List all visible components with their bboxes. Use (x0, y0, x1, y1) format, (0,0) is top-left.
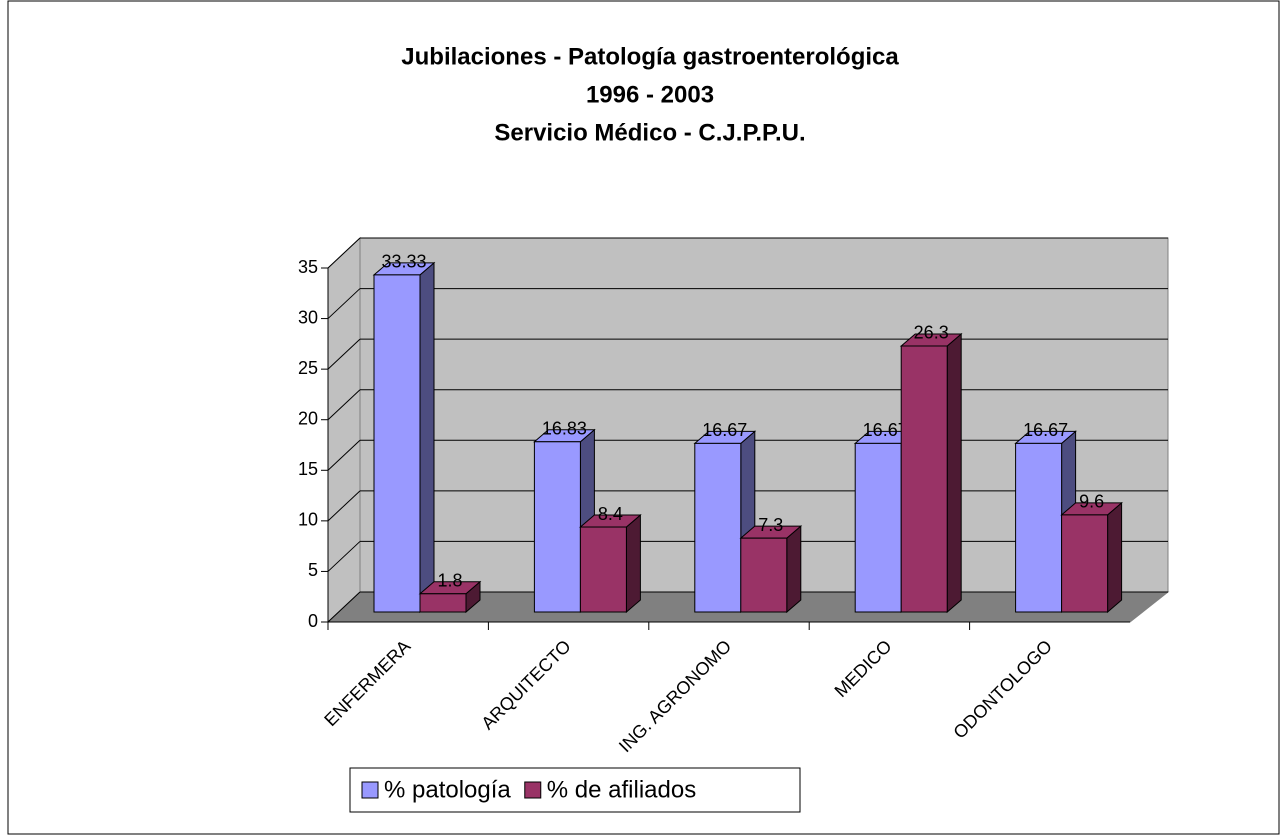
y-tick-label: 15 (298, 459, 318, 479)
bar (579, 526, 627, 613)
y-tick-label: 10 (298, 510, 318, 530)
bar (1015, 442, 1063, 613)
grid-line (327, 591, 361, 623)
grid-line (327, 237, 361, 269)
bar-side (419, 261, 435, 614)
legend-box (349, 767, 801, 813)
bar (694, 442, 742, 613)
bar-side (625, 513, 641, 614)
legend-swatch (524, 781, 542, 799)
grid-line (327, 288, 361, 319)
y-tick-label: 35 (298, 257, 318, 277)
grid-line (327, 490, 361, 522)
chart-title: Servicio Médico - C.J.P.P.U. (494, 119, 805, 146)
bar-side (1107, 501, 1123, 614)
value-label: 16.83 (542, 419, 587, 439)
value-label: 1.8 (437, 571, 462, 591)
legend-label: % patología (384, 776, 511, 803)
grid-line (327, 338, 361, 370)
value-label: 16.67 (702, 420, 747, 440)
y-tick-label: 0 (308, 611, 318, 631)
y-tick-label: 20 (298, 408, 318, 428)
bar (533, 441, 581, 613)
grid-line (327, 389, 361, 421)
legend: % patología % de afiliados (349, 767, 801, 813)
chart-title: 1996 - 2003 (586, 81, 714, 108)
value-label: 33.33 (381, 252, 426, 272)
y-tick-label: 5 (308, 560, 318, 580)
y-tick-label: 30 (298, 307, 318, 327)
grid-line (327, 439, 361, 471)
bar-side (946, 332, 962, 614)
legend-label: % de afiliados (547, 776, 696, 803)
legend-swatch (361, 781, 379, 799)
value-label: 7.3 (758, 515, 783, 535)
bar (419, 593, 467, 613)
bar (1061, 514, 1109, 613)
value-label: 16.67 (863, 420, 908, 440)
value-label: 9.6 (1079, 492, 1104, 512)
grid-line (327, 541, 361, 572)
bar (373, 274, 421, 613)
side-wall (327, 236, 361, 624)
value-label: 8.4 (598, 504, 623, 524)
chart-title: Jubilaciones - Patología gastroenterológ… (401, 43, 899, 70)
bar (854, 442, 902, 613)
bar (900, 345, 948, 613)
value-label: 16.67 (1023, 420, 1068, 440)
bar (740, 537, 788, 613)
bar-side (786, 525, 802, 614)
value-label: 26.3 (914, 323, 949, 343)
y-tick-label: 25 (298, 358, 318, 378)
